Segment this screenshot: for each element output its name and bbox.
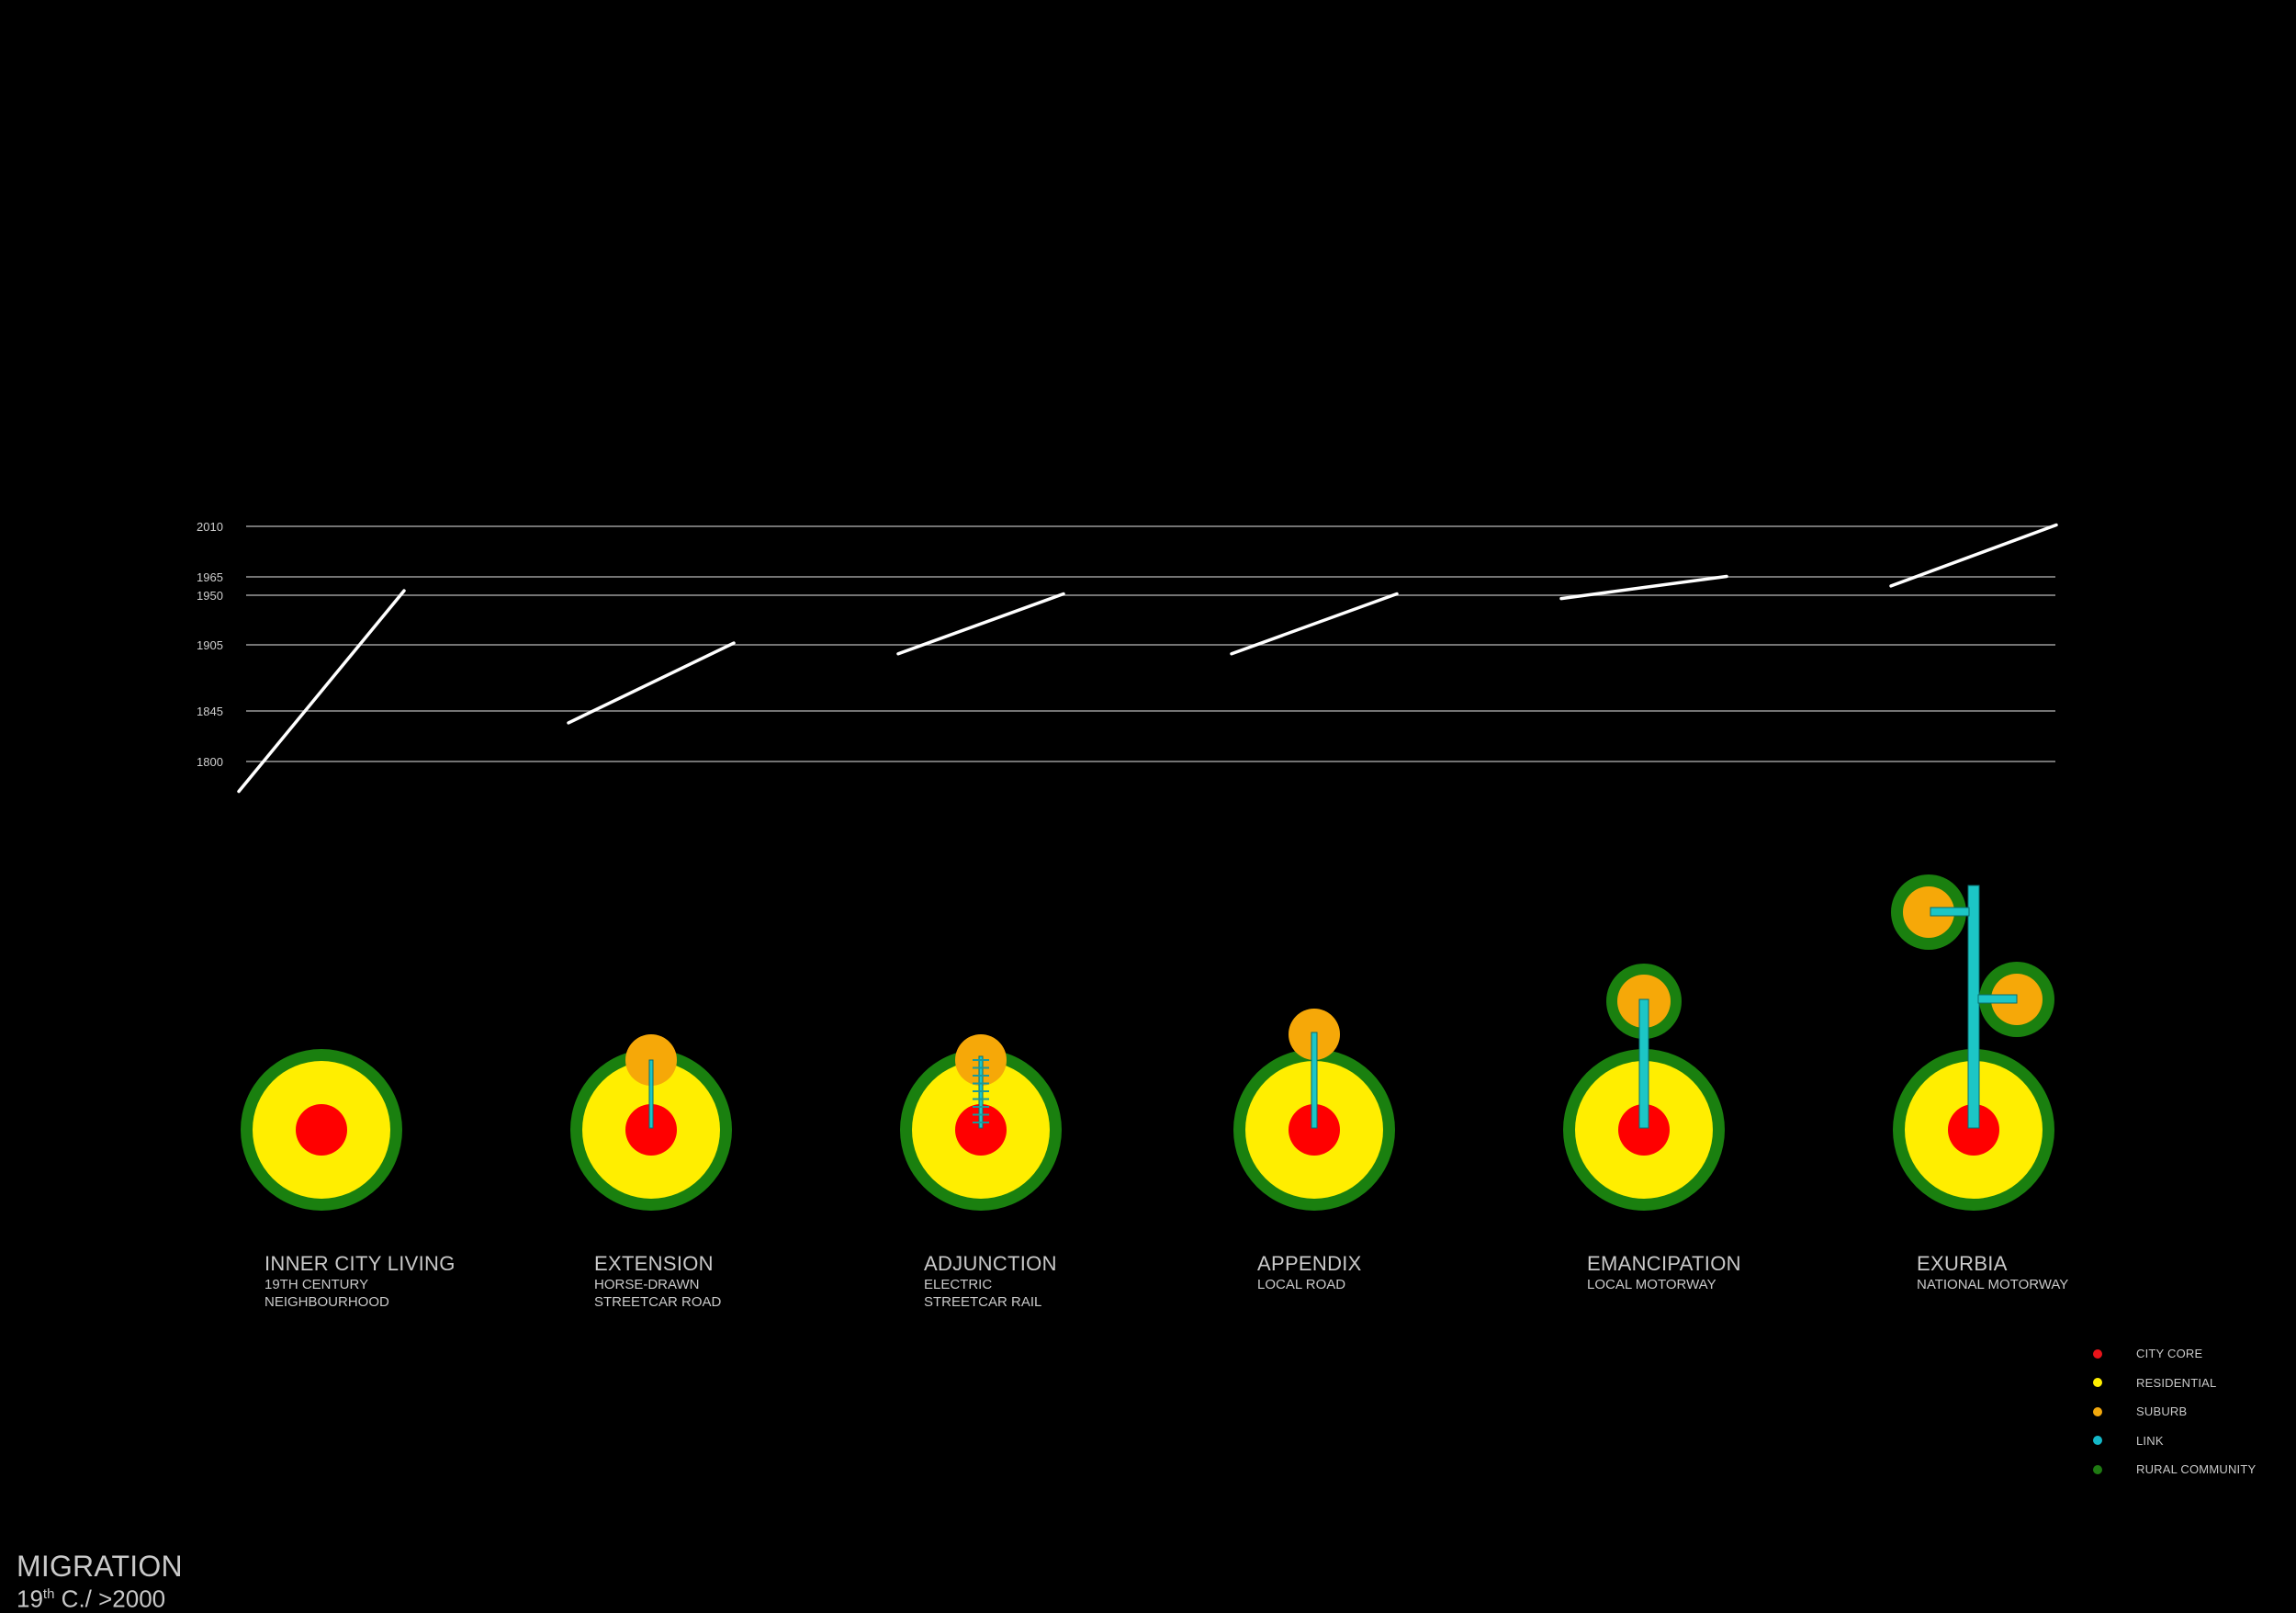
caption: MIGRATION 19th C./ >2000 xyxy=(17,1551,183,1612)
stage-diagrams xyxy=(241,874,2054,1211)
stage-6-exurbia xyxy=(1891,874,2054,1211)
stage-label: EXURBIA NATIONAL MOTORWAY xyxy=(1917,1252,2284,1293)
legend-item-city-core: CITY CORE xyxy=(2089,1339,2256,1369)
legend-label: CITY CORE xyxy=(2136,1347,2203,1361)
timeline-axis: 2010 1965 1950 1905 1845 1800 xyxy=(197,520,2055,769)
stage-subtitle: LOCAL ROAD xyxy=(1257,1277,1346,1292)
city-core-swatch xyxy=(2093,1348,2102,1359)
residential-swatch xyxy=(2093,1378,2102,1388)
year-label: 1965 xyxy=(197,570,223,584)
legend: CITY CORE RESIDENTIAL SUBURB LINK RURAL … xyxy=(2089,1339,2256,1484)
stage-title: INNER CITY LIVING xyxy=(264,1252,456,1275)
legend-item-suburb: SUBURB xyxy=(2089,1397,2256,1427)
stage-3-adjunction xyxy=(900,1034,1062,1211)
legend-label: RURAL COMMUNITY xyxy=(2136,1462,2257,1477)
legend-item-link: LINK xyxy=(2089,1427,2256,1456)
legend-item-rural-community: RURAL COMMUNITY xyxy=(2089,1455,2256,1484)
legend-label: RESIDENTIAL xyxy=(2136,1375,2217,1390)
city-core xyxy=(296,1104,347,1156)
stage-label: EMANCIPATION LOCAL MOTORWAY xyxy=(1587,1252,1954,1293)
year-label: 2010 xyxy=(197,520,223,534)
stage-label: INNER CITY LIVING 19th CENTURY NEIGHBOURH… xyxy=(264,1252,632,1311)
link-road xyxy=(1967,885,1980,1129)
stage-title: APPENDIX xyxy=(1257,1252,1362,1275)
stage-subtitle: HORSE-DRAWN STREETCAR ROAD xyxy=(594,1277,722,1310)
link-road xyxy=(1638,998,1649,1129)
year-label: 1800 xyxy=(197,755,223,769)
year-label: 1905 xyxy=(197,638,223,652)
stage-5-emancipation xyxy=(1563,964,1725,1211)
caption-ordinal: th xyxy=(42,1586,55,1602)
legend-item-residential: RESIDENTIAL xyxy=(2089,1369,2256,1398)
caption-century: 19 xyxy=(17,1585,43,1613)
year-label: 1950 xyxy=(197,589,223,603)
stage-1-inner-city xyxy=(241,1049,402,1211)
stage-span-line xyxy=(896,592,1065,656)
stage-span-line xyxy=(567,641,736,725)
stage-subtitle: 19th CENTURY NEIGHBOURHOOD xyxy=(264,1277,389,1310)
stage-label: EXTENSION HORSE-DRAWN STREETCAR ROAD xyxy=(594,1252,962,1311)
stage-title: EXTENSION xyxy=(594,1252,714,1275)
timeline-spans xyxy=(237,523,2058,794)
stage-subtitle: LOCAL MOTORWAY xyxy=(1587,1277,1716,1292)
link-road xyxy=(1311,1032,1318,1129)
stage-title: ADJUNCTION xyxy=(924,1252,1057,1275)
stage-label: ADJUNCTION ELECTRIC STREETCAR RAIL xyxy=(924,1252,1291,1311)
stage-4-appendix xyxy=(1233,1009,1395,1211)
rural-community-swatch xyxy=(2093,1464,2102,1474)
stage-subtitle: NATIONAL MOTORWAY xyxy=(1917,1277,2069,1292)
caption-title: MIGRATION xyxy=(17,1550,183,1583)
stage-subtitle: ELECTRIC STREETCAR RAIL xyxy=(924,1277,1042,1310)
city-core xyxy=(1948,1104,1999,1156)
city-core xyxy=(625,1104,677,1156)
stage-span-line xyxy=(1230,592,1399,656)
stage-title: EMANCIPATION xyxy=(1587,1252,1741,1275)
link-branch xyxy=(1977,994,2018,1004)
stage-2-extension xyxy=(570,1034,732,1211)
stage-span-line xyxy=(1889,523,2058,588)
stage-title: EXURBIA xyxy=(1917,1252,2008,1275)
link-branch xyxy=(1930,907,1970,917)
suburb-swatch xyxy=(2093,1406,2102,1416)
year-label: 1845 xyxy=(197,705,223,718)
stage-span-line xyxy=(237,589,406,794)
city-core xyxy=(1289,1104,1340,1156)
stage-label: APPENDIX LOCAL ROAD xyxy=(1257,1252,1625,1293)
suburb xyxy=(1903,886,1954,938)
legend-label: LINK xyxy=(2136,1433,2164,1448)
city-core xyxy=(955,1104,1007,1156)
stage-span-line xyxy=(1559,574,1728,601)
legend-label: SUBURB xyxy=(2136,1404,2188,1419)
link-swatch xyxy=(2093,1436,2102,1446)
city-core xyxy=(1618,1104,1670,1156)
link-road xyxy=(648,1059,654,1129)
caption-range: C./ >2000 xyxy=(54,1585,166,1613)
